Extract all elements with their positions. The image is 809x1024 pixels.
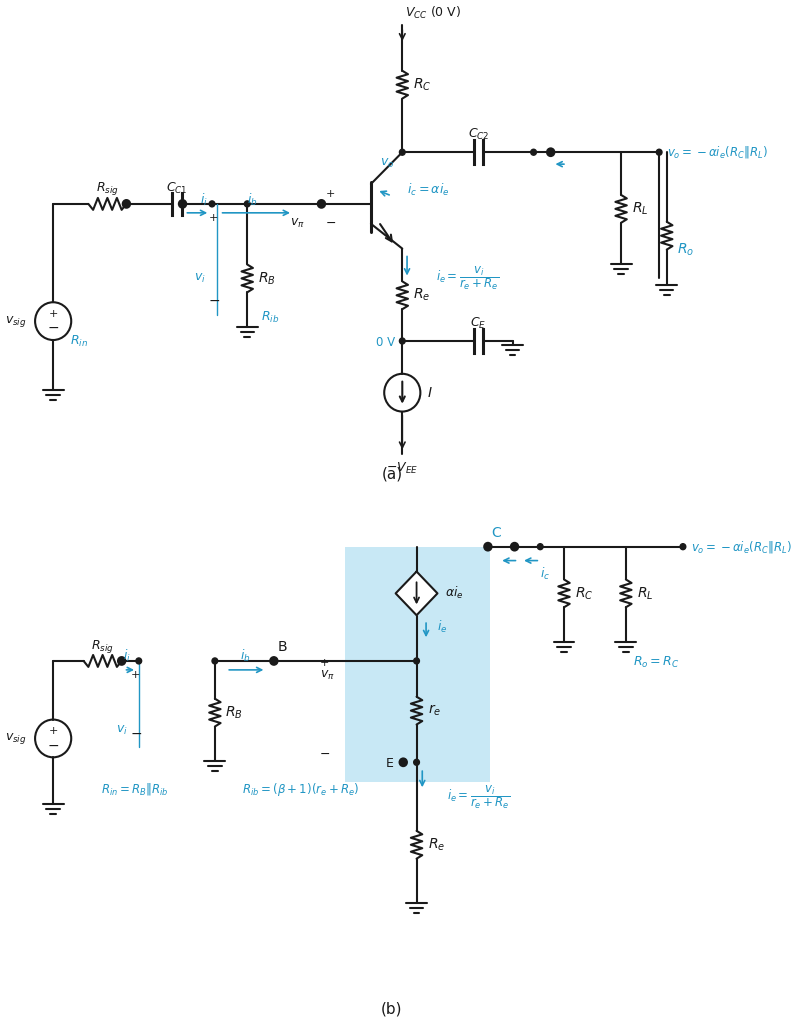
Circle shape <box>510 543 519 551</box>
Text: +: + <box>49 726 58 736</box>
Circle shape <box>656 150 662 156</box>
Text: $i_i$: $i_i$ <box>124 648 131 664</box>
Text: $R_{sig}$: $R_{sig}$ <box>91 638 114 654</box>
Text: $R_o = R_C$: $R_o = R_C$ <box>633 655 680 671</box>
Text: +: + <box>131 670 141 680</box>
Circle shape <box>270 657 277 665</box>
Text: $v_\pi$: $v_\pi$ <box>290 217 304 230</box>
Text: −: − <box>326 217 337 230</box>
Text: −: − <box>320 748 330 761</box>
Text: $R_{in} = R_B\|R_{ib}$: $R_{in} = R_B\|R_{ib}$ <box>101 781 168 797</box>
Circle shape <box>118 657 125 665</box>
Polygon shape <box>396 571 438 615</box>
Text: $v_o$: $v_o$ <box>380 157 395 170</box>
Text: −: − <box>208 294 220 308</box>
Circle shape <box>136 658 142 664</box>
Text: $V_{CC}$ (0 V): $V_{CC}$ (0 V) <box>405 5 461 22</box>
Circle shape <box>400 759 407 766</box>
Text: $i_c$: $i_c$ <box>540 565 550 582</box>
Text: $C_{C2}$: $C_{C2}$ <box>468 127 489 142</box>
Text: $R_{sig}$: $R_{sig}$ <box>96 180 119 198</box>
Circle shape <box>413 658 419 664</box>
Circle shape <box>244 201 250 207</box>
Text: $i_e = \dfrac{v_i}{r_e+R_e}$: $i_e = \dfrac{v_i}{r_e+R_e}$ <box>447 783 510 811</box>
Text: $R_C$: $R_C$ <box>575 585 594 601</box>
Text: $R_L$: $R_L$ <box>637 585 654 601</box>
Text: B: B <box>277 640 287 654</box>
Text: $R_C$: $R_C$ <box>413 77 431 93</box>
Text: $v_i$: $v_i$ <box>194 271 205 285</box>
Text: $R_o$: $R_o$ <box>677 242 694 258</box>
Text: +: + <box>326 189 336 199</box>
Text: $v_{sig}$: $v_{sig}$ <box>5 313 27 329</box>
Text: $C_E$: $C_E$ <box>470 315 486 331</box>
Circle shape <box>210 201 215 207</box>
Text: $i_e$: $i_e$ <box>438 620 448 635</box>
Text: $-V_{EE}$: $-V_{EE}$ <box>386 461 418 476</box>
Text: $r_e$: $r_e$ <box>428 702 441 718</box>
Text: $v_i$: $v_i$ <box>116 724 128 737</box>
FancyBboxPatch shape <box>345 547 489 782</box>
Circle shape <box>537 544 543 550</box>
Circle shape <box>531 150 536 156</box>
Text: $R_{ib}$: $R_{ib}$ <box>261 309 280 325</box>
Text: $v_{sig}$: $v_{sig}$ <box>5 731 27 745</box>
Text: $i_i$: $i_i$ <box>200 191 207 208</box>
Circle shape <box>484 543 492 551</box>
Text: $i_e = \dfrac{v_i}{r_e+R_e}$: $i_e = \dfrac{v_i}{r_e+R_e}$ <box>435 264 499 293</box>
Circle shape <box>400 150 405 156</box>
Text: (b): (b) <box>381 1001 403 1016</box>
Circle shape <box>485 544 491 550</box>
Text: $R_B$: $R_B$ <box>226 705 243 721</box>
Circle shape <box>318 200 325 208</box>
Circle shape <box>123 200 130 208</box>
Circle shape <box>680 544 686 550</box>
Text: C: C <box>492 525 502 540</box>
Text: $i_b$: $i_b$ <box>240 648 251 664</box>
Text: E: E <box>386 757 394 770</box>
Text: +: + <box>320 658 329 668</box>
Text: $i_b$: $i_b$ <box>247 191 257 208</box>
Text: $i_c = \alpha i_e$: $i_c = \alpha i_e$ <box>407 182 450 198</box>
Text: $R_e$: $R_e$ <box>428 837 445 853</box>
Text: −: − <box>130 726 142 740</box>
Text: $R_e$: $R_e$ <box>413 287 430 303</box>
Circle shape <box>179 200 186 208</box>
Text: $v_o = -\alpha i_e(R_C\|R_L)$: $v_o = -\alpha i_e(R_C\|R_L)$ <box>691 539 791 555</box>
Circle shape <box>400 338 405 344</box>
Text: −: − <box>48 738 59 753</box>
Text: 0 V: 0 V <box>375 337 395 349</box>
Text: $v_\pi$: $v_\pi$ <box>320 670 334 682</box>
Text: +: + <box>210 213 218 223</box>
Text: $R_L$: $R_L$ <box>632 201 648 217</box>
Text: $R_B$: $R_B$ <box>258 270 275 287</box>
Text: $v_o = -\alpha i_e(R_C\|R_L)$: $v_o = -\alpha i_e(R_C\|R_L)$ <box>667 144 768 160</box>
Text: +: + <box>49 309 58 319</box>
Circle shape <box>413 760 419 765</box>
Text: $R_{ib} = (\beta+1)(r_e+R_e)$: $R_{ib} = (\beta+1)(r_e+R_e)$ <box>242 780 359 798</box>
Circle shape <box>212 658 218 664</box>
Circle shape <box>547 148 554 157</box>
Text: $I$: $I$ <box>427 386 433 399</box>
Text: $\alpha i_e$: $\alpha i_e$ <box>445 586 464 601</box>
Text: $C_{C1}$: $C_{C1}$ <box>166 180 188 196</box>
Text: −: − <box>48 322 59 335</box>
Text: $R_{in}$: $R_{in}$ <box>70 334 88 348</box>
Text: (a): (a) <box>381 467 402 481</box>
